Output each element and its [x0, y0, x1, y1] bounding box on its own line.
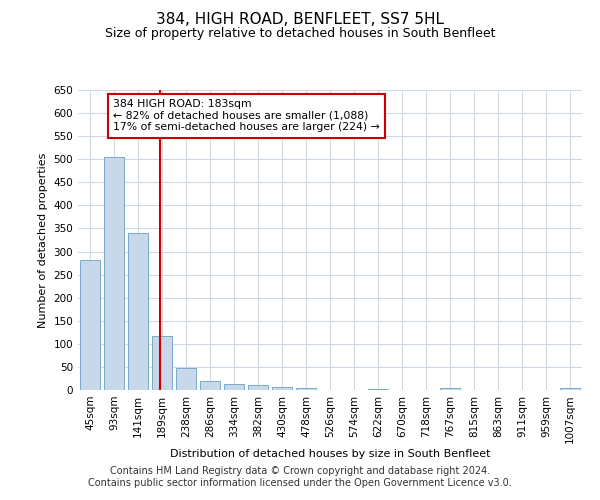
Text: Contains HM Land Registry data © Crown copyright and database right 2024.
Contai: Contains HM Land Registry data © Crown c… — [88, 466, 512, 487]
Bar — [368, 388, 388, 390]
Text: 384 HIGH ROAD: 183sqm
← 82% of detached houses are smaller (1,088)
17% of semi-d: 384 HIGH ROAD: 183sqm ← 82% of detached … — [113, 99, 380, 132]
X-axis label: Distribution of detached houses by size in South Benfleet: Distribution of detached houses by size … — [170, 449, 490, 459]
Bar — [296, 388, 316, 390]
Text: 384, HIGH ROAD, BENFLEET, SS7 5HL: 384, HIGH ROAD, BENFLEET, SS7 5HL — [156, 12, 444, 28]
Bar — [128, 233, 148, 390]
Bar — [248, 386, 268, 390]
Bar — [80, 260, 100, 390]
Bar — [200, 381, 220, 390]
Bar — [224, 384, 244, 390]
Y-axis label: Number of detached properties: Number of detached properties — [38, 152, 48, 328]
Text: Size of property relative to detached houses in South Benfleet: Size of property relative to detached ho… — [105, 28, 495, 40]
Bar — [272, 387, 292, 390]
Bar — [176, 368, 196, 390]
Bar — [104, 157, 124, 390]
Bar — [152, 336, 172, 390]
Bar — [440, 388, 460, 390]
Bar — [560, 388, 580, 390]
